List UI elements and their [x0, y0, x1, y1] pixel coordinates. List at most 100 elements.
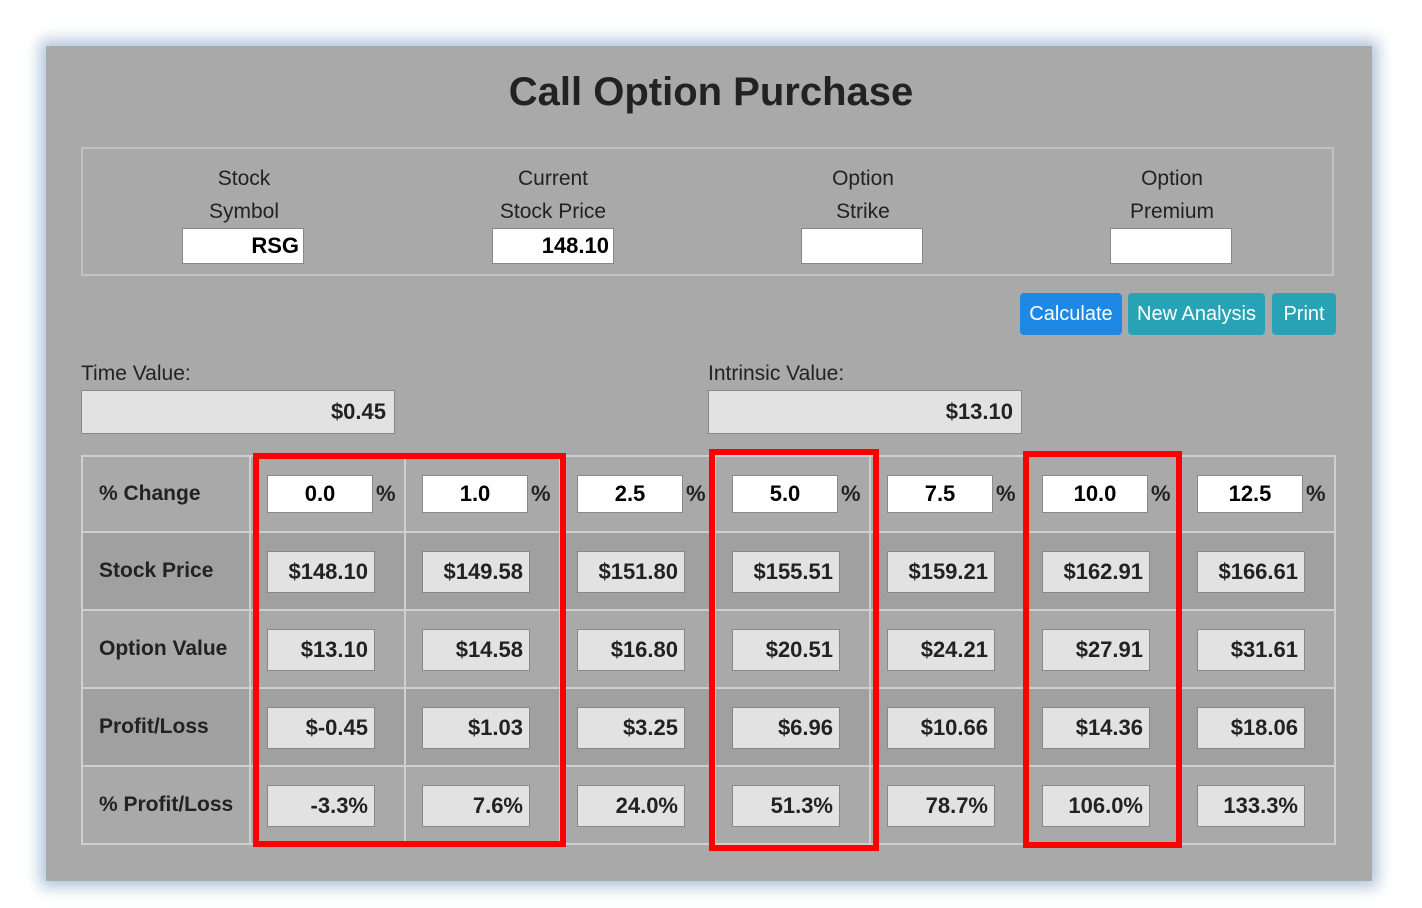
table-cell: 51.3%	[714, 765, 871, 845]
profit-loss-value: $6.96	[732, 707, 840, 749]
pct-change-input[interactable]: 2.5	[577, 475, 683, 513]
stock-price-value: $149.58	[422, 551, 530, 593]
table-cell: $151.80	[559, 531, 716, 611]
table-cell: $159.21	[869, 531, 1026, 611]
option-value-value: $20.51	[732, 629, 840, 671]
pct-sign: %	[686, 481, 706, 506]
option-premium-input[interactable]	[1110, 228, 1232, 264]
pct-change-input[interactable]: 5.0	[732, 475, 838, 513]
stock-symbol-label-line1: Stock	[217, 167, 271, 190]
print-button[interactable]: Print	[1272, 293, 1336, 335]
option-strike-label: Option Strike	[763, 162, 963, 228]
table-cell: 7.6%	[404, 765, 561, 845]
stock-price-row: Stock Price $148.10 $149.58 $151.80 $155…	[81, 531, 1336, 611]
pct-profit-loss-value: 7.6%	[422, 785, 530, 827]
table-cell: $10.66	[869, 687, 1026, 767]
table-cell: $14.36	[1024, 687, 1181, 767]
pct-profit-loss-value: 24.0%	[577, 785, 685, 827]
pct-sign: %	[1306, 481, 1326, 506]
time-value-label: Time Value:	[81, 362, 191, 385]
stock-symbol-label-line2: Symbol	[208, 200, 280, 223]
table-cell: $14.58	[404, 609, 561, 689]
option-strike-label-line2: Strike	[836, 200, 890, 223]
option-value-value: $16.80	[577, 629, 685, 671]
table-cell: $31.61	[1179, 609, 1336, 689]
table-cell: 24.0%	[559, 765, 716, 845]
profit-loss-value: $18.06	[1197, 707, 1305, 749]
profit-loss-value: $1.03	[422, 707, 530, 749]
pct-profit-loss-value: -3.3%	[267, 785, 375, 827]
table-cell: 106.0%	[1024, 765, 1181, 845]
pct-cell: 5.0%	[714, 455, 871, 533]
pct-sign: %	[996, 481, 1016, 506]
page-title: Call Option Purchase	[508, 70, 914, 114]
stock-price-value: $159.21	[887, 551, 995, 593]
current-stock-price-label: Current Stock Price	[453, 162, 653, 228]
pct-profit-loss-value: 106.0%	[1042, 785, 1150, 827]
table-cell: $27.91	[1024, 609, 1181, 689]
pct-sign: %	[1151, 481, 1171, 506]
pct-change-input[interactable]: 7.5	[887, 475, 993, 513]
pct-cell: 7.5%	[869, 455, 1026, 533]
pct-profit-loss-value: 78.7%	[887, 785, 995, 827]
pct-change-row: % Change 0.0% 1.0% 2.5% 5.0% 7.5% 10.0% …	[81, 455, 1336, 533]
stock-symbol-input[interactable]: RSG	[182, 228, 304, 264]
option-value-row: Option Value $13.10 $14.58 $16.80 $20.51…	[81, 609, 1336, 689]
option-value-value: $24.21	[887, 629, 995, 671]
table-cell: $149.58	[404, 531, 561, 611]
option-value-value: $13.10	[267, 629, 375, 671]
pct-sign: %	[376, 481, 396, 506]
pct-change-input[interactable]: 12.5	[1197, 475, 1303, 513]
stock-price-value: $151.80	[577, 551, 685, 593]
profit-loss-value: $10.66	[887, 707, 995, 749]
stock-symbol-label: Stock Symbol	[144, 162, 344, 228]
table-cell: $16.80	[559, 609, 716, 689]
option-value-value: $31.61	[1197, 629, 1305, 671]
option-premium-label-line1: Option	[1141, 167, 1203, 190]
table-cell: $155.51	[714, 531, 871, 611]
pct-change-input[interactable]: 10.0	[1042, 475, 1148, 513]
table-cell: $20.51	[714, 609, 871, 689]
table-cell: $18.06	[1179, 687, 1336, 767]
pct-sign: %	[841, 481, 861, 506]
pct-cell: 2.5%	[559, 455, 716, 533]
table-cell: $148.10	[249, 531, 406, 611]
table-cell: 133.3%	[1179, 765, 1336, 845]
option-value-value: $14.58	[422, 629, 530, 671]
pct-change-input[interactable]: 1.0	[422, 475, 528, 513]
new-analysis-button[interactable]: New Analysis	[1128, 293, 1265, 335]
calculate-button[interactable]: Calculate	[1020, 293, 1122, 335]
profit-loss-value: $-0.45	[267, 707, 375, 749]
pct-change-label: % Change	[81, 455, 251, 533]
table-cell: $162.91	[1024, 531, 1181, 611]
profit-loss-label: Profit/Loss	[81, 687, 251, 767]
pct-profit-loss-value: 51.3%	[732, 785, 840, 827]
pct-change-input[interactable]: 0.0	[267, 475, 373, 513]
pct-profit-loss-row: % Profit/Loss -3.3% 7.6% 24.0% 51.3% 78.…	[81, 765, 1336, 845]
stock-price-value: $166.61	[1197, 551, 1305, 593]
stock-price-value: $155.51	[732, 551, 840, 593]
scenario-table: % Change 0.0% 1.0% 2.5% 5.0% 7.5% 10.0 % …	[81, 455, 1336, 845]
current-stock-price-input[interactable]: 148.10	[492, 228, 614, 264]
table-cell: -3.3%	[249, 765, 406, 845]
table-cell: $3.25	[559, 687, 716, 767]
option-value-label: Option Value	[81, 609, 251, 689]
pct-profit-loss-label: % Profit/Loss	[81, 765, 251, 845]
pct-cell: 12.5%	[1179, 455, 1336, 533]
stock-price-label: Stock Price	[81, 531, 251, 611]
table-cell: $166.61	[1179, 531, 1336, 611]
profit-loss-row: Profit/Loss $-0.45 $1.03 $3.25 $6.96 $10…	[81, 687, 1336, 767]
stock-price-value: $162.91	[1042, 551, 1150, 593]
current-stock-price-label-line2: Stock Price	[499, 200, 607, 223]
current-stock-price-label-line1: Current	[517, 167, 589, 190]
table-cell: $-0.45	[249, 687, 406, 767]
profit-loss-value: $3.25	[577, 707, 685, 749]
stock-price-value: $148.10	[267, 551, 375, 593]
pct-sign: %	[531, 481, 551, 506]
profit-loss-value: $14.36	[1042, 707, 1150, 749]
table-cell: $13.10	[249, 609, 406, 689]
table-cell: $6.96	[714, 687, 871, 767]
option-strike-input[interactable]	[801, 228, 923, 264]
option-strike-label-line1: Option	[832, 167, 894, 190]
pct-profit-loss-value: 133.3%	[1197, 785, 1305, 827]
